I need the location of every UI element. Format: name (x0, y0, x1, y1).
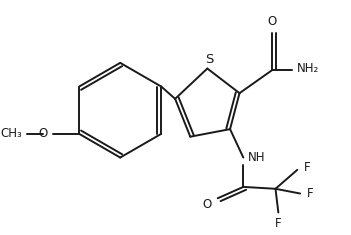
Text: CH₃: CH₃ (1, 127, 22, 140)
Text: O: O (203, 198, 212, 212)
Text: F: F (275, 217, 282, 230)
Text: O: O (267, 15, 276, 28)
Text: O: O (39, 127, 48, 140)
Text: F: F (307, 187, 313, 200)
Text: F: F (304, 161, 311, 173)
Text: S: S (205, 53, 213, 66)
Text: NH: NH (248, 151, 266, 164)
Text: NH₂: NH₂ (297, 62, 319, 75)
